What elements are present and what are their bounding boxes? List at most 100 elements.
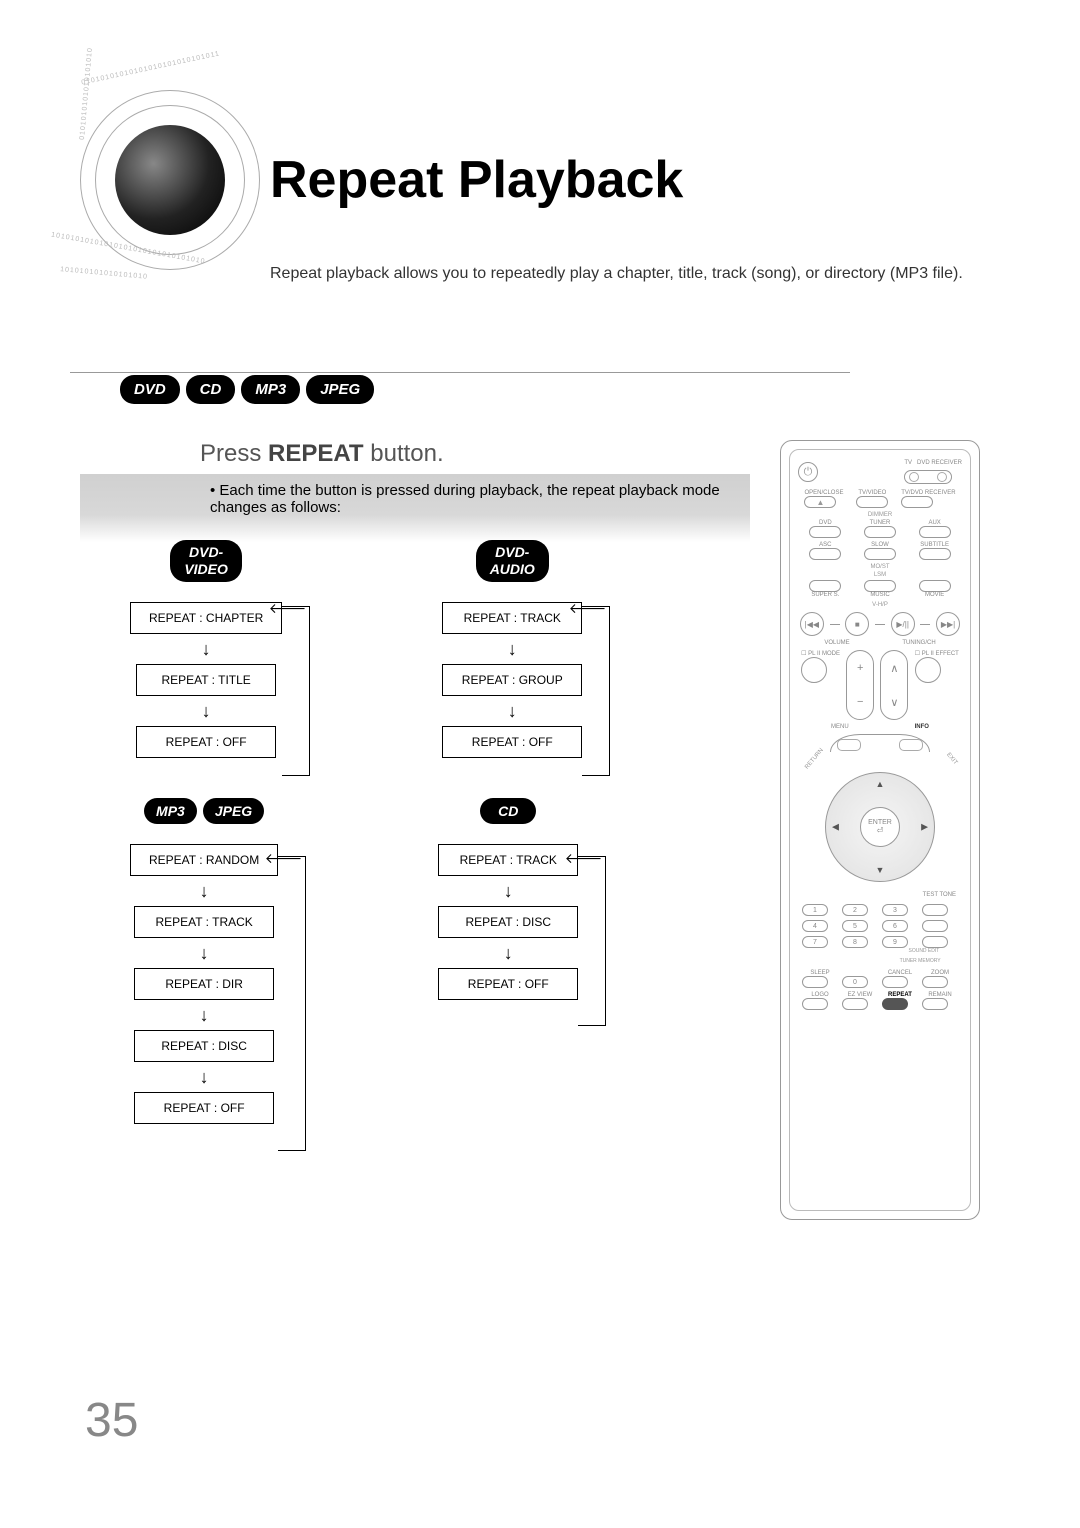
manual-page: 01010101010101010101010101011 1010101010… [0,0,1080,1528]
remote-label: DIMMER [798,512,962,518]
remote-label: SUPER S. [809,592,841,598]
remote-button [922,920,948,932]
remote-label: ☐ PL II MODE [801,650,840,657]
remote-label: MUSIC [864,592,896,598]
remote-label: RETURN [804,747,825,770]
arrow-back-icon: 🡐 [565,850,603,867]
flow-step: REPEAT : TRACK [438,844,578,876]
flow-step: REPEAT : DIR [134,968,274,1000]
remote-button [802,976,828,988]
remote-button [915,657,941,683]
arrow-back-icon: 🡐 [569,600,607,617]
badge-mp3-small: MP3 [144,798,197,824]
flow-step: REPEAT : CHAPTER [130,602,282,634]
page-number: 35 [85,1393,138,1448]
remote-label: TUNING/CH [902,640,935,646]
flow-step: REPEAT : TRACK [134,906,274,938]
badge-dvd: DVD [120,375,180,404]
remote-label: DVD RECEIVER [917,460,962,466]
remote-label: MENU [831,724,849,730]
remote-label: VOLUME [824,640,849,646]
remote-button [864,548,896,560]
remote-button [919,548,951,560]
decoration-binary: 01010101010101010101010101011 [81,50,221,86]
remote-label: SOUND EDIT [908,948,939,954]
flow-header-cd: CD [480,798,536,824]
flow-mp3-jpeg: MP3 JPEG REPEAT : RANDOM 🡐 ↓ REPEAT : TR… [130,798,278,1124]
remote-label: MO/ST [798,564,962,570]
badge-jpeg-small: JPEG [203,798,264,824]
arrow-down-icon: ↓ [200,882,209,900]
stop-icon: ■ [845,612,869,636]
num-button: 2 [842,904,868,916]
next-icon: ▶▶| [936,612,960,636]
flow-step: REPEAT : RANDOM [130,844,278,876]
num-button: 4 [802,920,828,932]
remote-control-illustration: ⏻ TV DVD RECEIVER OPEN/CLOSE▲ TV/VIDEO T [780,440,980,1220]
repeat-button-highlight [882,998,908,1010]
num-button: 3 [882,904,908,916]
page-title: Repeat Playback [270,150,683,210]
arrow-left-icon: ◀ [832,822,839,833]
enter-button: ENTER ⏎ [860,807,900,847]
num-button: 5 [842,920,868,932]
remote-label: SUBTITLE [919,542,951,548]
remote-button [842,998,868,1010]
head-prefix: Press [200,440,268,467]
remote-button [864,526,896,538]
arrow-right-icon: ▶ [921,822,928,833]
flow-header-dvd-audio: DVD- AUDIO [476,540,549,582]
nav-dpad: ▲ ▼ ◀ ▶ ENTER ⏎ [825,772,935,882]
number-pad: 1 2 3 4 5 6 7 8 9 [798,904,962,948]
flow-step: REPEAT : OFF [136,726,276,758]
num-button: 0 [842,976,868,988]
remote-button [856,496,888,508]
arrow-back-icon: 🡐 [265,850,303,867]
remote-button [922,904,948,916]
remote-button [809,580,841,592]
arrow-down-icon: ↓ [508,702,517,720]
num-button: 7 [802,936,828,948]
head-suffix: button. [364,440,444,467]
flow-step: REPEAT : TRACK [442,602,582,634]
badge-jpeg: JPEG [306,375,374,404]
num-button: 8 [842,936,868,948]
play-pause-icon: ▶/|| [891,612,915,636]
flow-dvd-audio: DVD- AUDIO REPEAT : TRACK 🡐 ↓ REPEAT : G… [442,540,582,758]
remote-label: CANCEL [882,970,918,976]
badge-cd-small: CD [480,798,536,824]
page-subtitle: Repeat playback allows you to repeatedly… [270,265,963,283]
remote-label: V-H/P [798,602,962,608]
remote-label: TEST TONE [798,892,962,898]
flow-step: REPEAT : GROUP [442,664,582,696]
num-button: 9 [882,936,908,948]
badge-cd: CD [186,375,236,404]
arrow-down-icon: ↓ [504,944,513,962]
power-icon: ⏻ [798,462,818,482]
flow-step: REPEAT : TITLE [136,664,276,696]
speaker-cone-icon [115,125,225,235]
tv-dvd-slider [904,470,952,484]
remote-button [901,496,933,508]
remote-button [809,548,841,560]
remote-button [919,580,951,592]
arrow-down-icon: ↓ [200,944,209,962]
remote-button [864,580,896,592]
remote-button [809,526,841,538]
remote-button [922,936,948,948]
remote-button [919,526,951,538]
flow-dvd-video: DVD- VIDEO REPEAT : CHAPTER 🡐 ↓ REPEAT :… [130,540,282,758]
remote-label: MOVIE [919,592,951,598]
loop-line [582,606,610,776]
arrow-down-icon: ↓ [202,702,211,720]
remote-label: OPEN/CLOSE [804,490,843,496]
loop-line [578,856,606,1026]
divider-line [70,372,850,373]
remote-button [922,998,948,1010]
remote-label: REMAIN [922,992,958,998]
format-badges: DVD CD MP3 JPEG [120,375,374,404]
curved-buttons [830,734,930,752]
arrow-down-icon: ↓ [200,1006,209,1024]
arrow-down-icon: ↓ [200,1068,209,1086]
loop-line [278,856,306,1151]
